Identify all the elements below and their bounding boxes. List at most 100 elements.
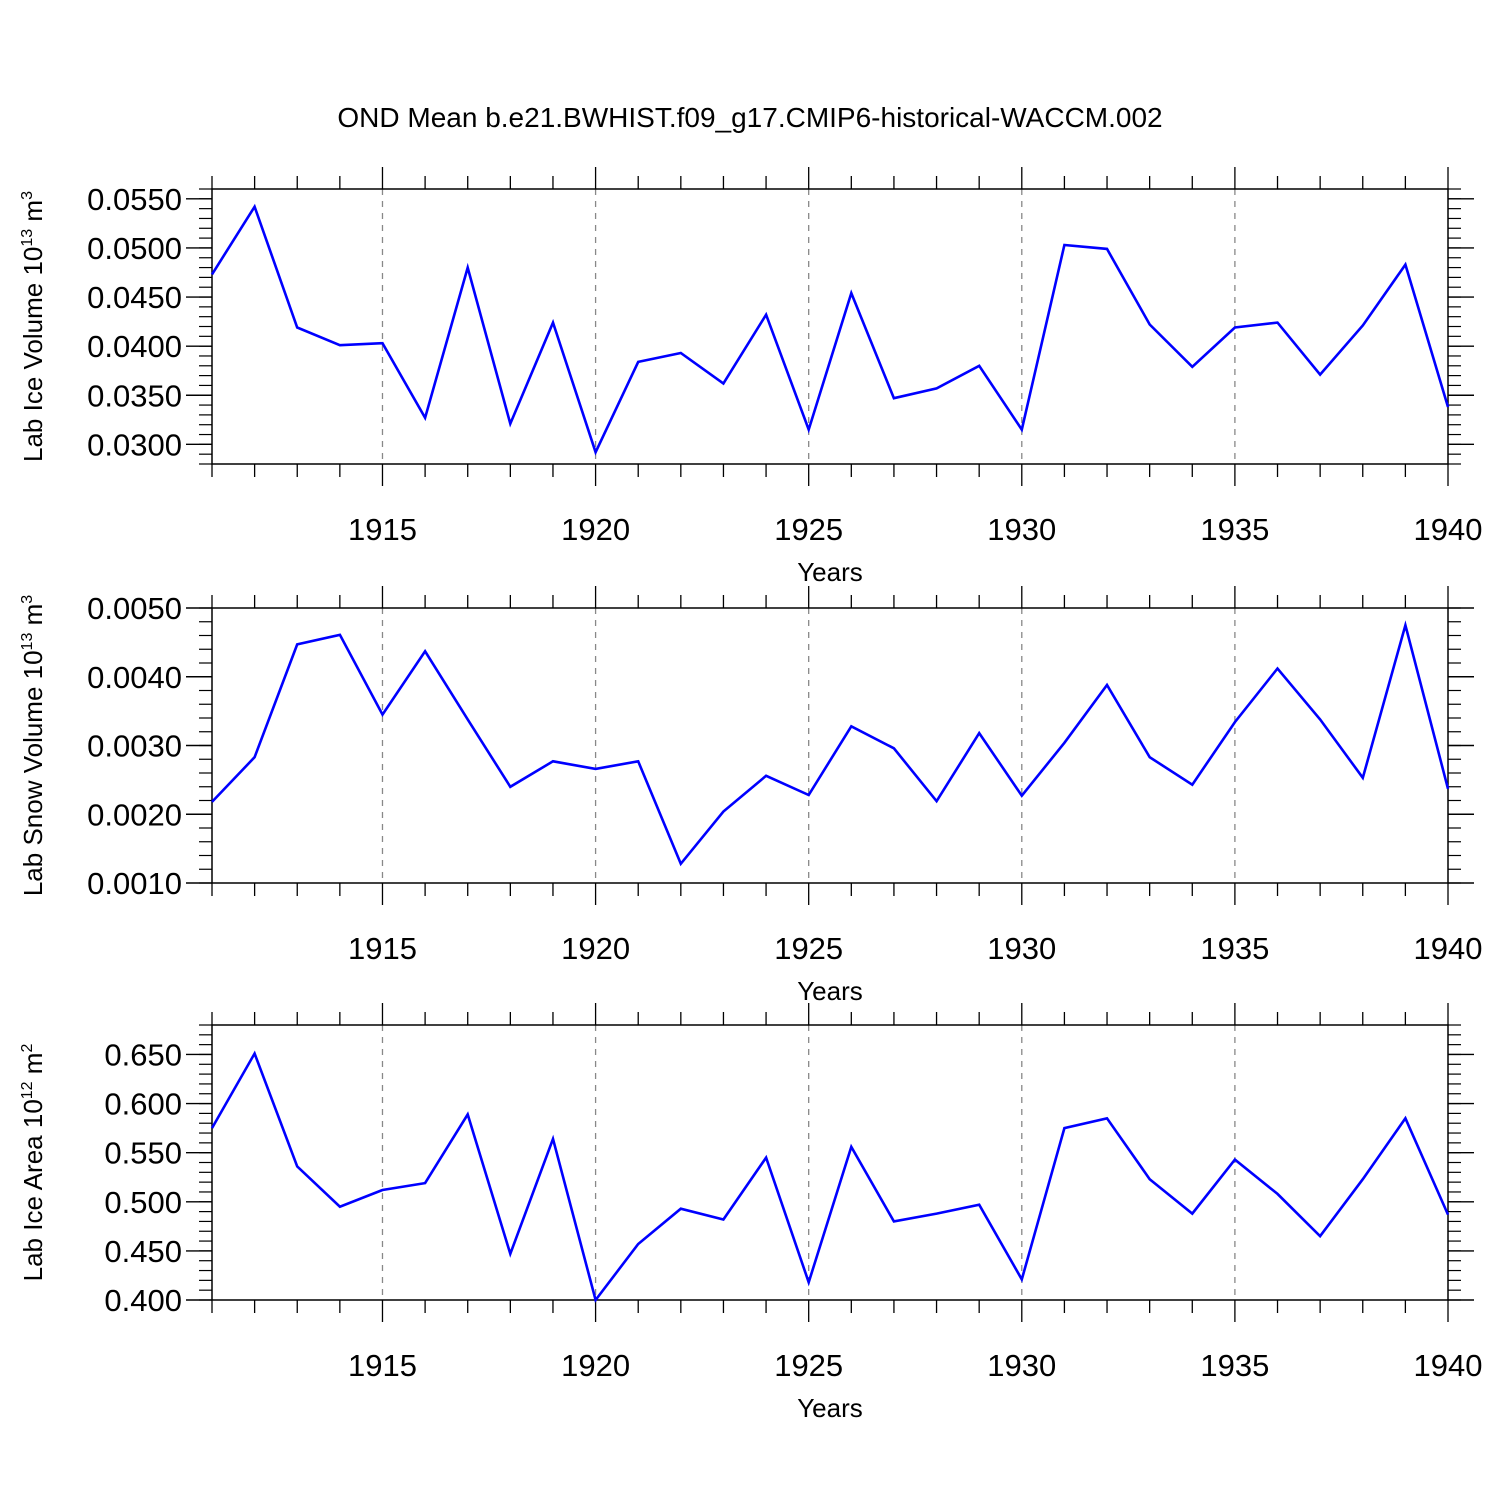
data-point: [1319, 718, 1322, 721]
data-point: [424, 650, 427, 653]
data-point: [807, 428, 810, 431]
data-point: [338, 1205, 341, 1208]
data-point: [296, 1165, 299, 1168]
data-point: [765, 313, 768, 316]
data-point: [1404, 263, 1407, 266]
y-tick-label: 0.0030: [87, 729, 182, 764]
y-tick-label: 0.400: [104, 1283, 182, 1318]
x-tick-label: 1930: [987, 931, 1056, 966]
x-tick-label: 1930: [987, 512, 1056, 547]
data-point: [1276, 1192, 1279, 1195]
data-line: [210, 203, 1450, 456]
data-point: [594, 1299, 597, 1302]
y-axis-label: Lab Snow Volume 1013 m3: [18, 595, 48, 896]
data-point: [1233, 1158, 1236, 1161]
x-tick-label: 1940: [1414, 512, 1483, 547]
x-tick-label: 1925: [774, 1348, 843, 1383]
plot-frame: [211, 607, 1449, 884]
data-point: [1148, 1178, 1151, 1181]
data-point: [253, 205, 256, 208]
y-tick-label: 0.550: [104, 1136, 182, 1171]
plot-frame: [211, 1024, 1449, 1301]
y-tick-label: 0.600: [104, 1087, 182, 1122]
data-point: [253, 1052, 256, 1055]
data-point: [807, 794, 810, 797]
x-tick-label: 1930: [987, 1348, 1056, 1383]
x-tick-label: 1935: [1200, 1348, 1269, 1383]
data-point: [1063, 1127, 1066, 1130]
data-point: [509, 1252, 512, 1255]
data-point: [1233, 326, 1236, 329]
y-tick-label: 0.450: [104, 1234, 182, 1269]
data-point: [1404, 624, 1407, 627]
data-point: [1191, 365, 1194, 368]
data-point: [1148, 756, 1151, 759]
data-point: [1191, 1212, 1194, 1215]
data-point: [637, 360, 640, 363]
data-point: [978, 732, 981, 735]
data-point: [807, 1281, 810, 1284]
y-tick-label: 0.0040: [87, 660, 182, 695]
data-point: [679, 862, 682, 865]
x-tick-label: 1915: [348, 512, 417, 547]
data-point: [892, 1220, 895, 1223]
data-point: [1106, 1117, 1109, 1120]
data-point: [381, 342, 384, 345]
data-point: [637, 1243, 640, 1246]
data-point: [1447, 406, 1450, 409]
data-point: [1404, 1117, 1407, 1120]
data-point: [978, 364, 981, 367]
x-tick-label: 1940: [1414, 1348, 1483, 1383]
data-point: [1361, 324, 1364, 327]
x-axis-label: Years: [797, 1393, 863, 1423]
data-point: [509, 422, 512, 425]
data-point: [211, 800, 214, 803]
data-point: [850, 1145, 853, 1148]
data-point: [935, 800, 938, 803]
x-tick-label: 1925: [774, 931, 843, 966]
data-point: [679, 1207, 682, 1210]
x-tick-label: 1920: [561, 512, 630, 547]
data-point: [978, 1203, 981, 1206]
data-point: [424, 1182, 427, 1185]
data-point: [551, 1137, 554, 1140]
data-point: [338, 633, 341, 636]
data-point: [466, 266, 469, 269]
data-point: [679, 352, 682, 355]
data-point: [1020, 794, 1023, 797]
data-point: [551, 321, 554, 324]
data-point: [551, 760, 554, 763]
data-point: [211, 273, 214, 276]
panel-3: 0.400 0.450 0.500 0.550 0.600 0.650 1915 1920 19…: [18, 1003, 1482, 1423]
data-line: [211, 620, 1450, 867]
data-point: [1106, 684, 1109, 687]
plot-frame: [211, 188, 1449, 465]
data-point: [594, 451, 597, 454]
data-point: [1447, 1213, 1450, 1216]
panel-1: 0.0300 0.0350 0.0400 0.0450 0.0500 0.0550 1915…: [18, 167, 1482, 587]
data-point: [850, 725, 853, 728]
y-tick-label: 0.0300: [87, 427, 182, 462]
data-point: [594, 767, 597, 770]
x-tick-label: 1920: [561, 931, 630, 966]
data-point: [1020, 1278, 1023, 1281]
y-tick-label: 0.0050: [87, 591, 182, 626]
data-point: [1191, 783, 1194, 786]
data-point: [722, 810, 725, 813]
data-point: [1063, 243, 1066, 246]
x-tick-label: 1920: [561, 1348, 630, 1383]
data-point: [892, 397, 895, 400]
data-point: [466, 1113, 469, 1116]
data-point: [850, 292, 853, 295]
data-point: [1361, 776, 1364, 779]
data-point: [765, 1156, 768, 1159]
data-point: [1319, 1235, 1322, 1238]
data-point: [1063, 741, 1066, 744]
y-tick-label: 0.0500: [87, 231, 182, 266]
data-point: [296, 643, 299, 646]
data-point: [637, 760, 640, 763]
y-tick-label: 0.0400: [87, 329, 182, 364]
y-tick-label: 0.650: [104, 1037, 182, 1072]
x-tick-label: 1940: [1414, 931, 1483, 966]
